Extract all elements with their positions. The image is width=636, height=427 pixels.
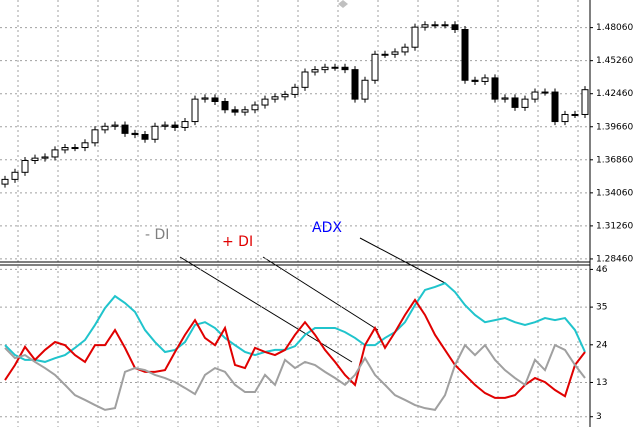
candle-body [121,124,129,134]
candle-body [351,69,359,100]
y-tick-label: 1.28460 [596,254,633,264]
candle-body [551,91,559,123]
candle-body [411,26,419,48]
y-tick-label: 3 [596,412,602,422]
series-label: - DI [145,227,169,243]
candle-body [101,125,109,131]
candle-body [421,24,429,28]
y-tick-label: 1.39660 [596,122,633,132]
y-tick-label: 1.42460 [596,89,633,99]
candle-body [531,91,539,100]
candle-body [111,124,119,127]
series-label: + DI [222,234,253,250]
shift-marker [338,0,348,8]
candle-body [471,79,479,82]
y-tick-label: 35 [596,303,607,313]
indicator-line [4,343,586,411]
candle-body [31,157,39,162]
candle-body [241,109,249,113]
candle-body [561,113,569,123]
candle-body [41,156,49,159]
candle-body [221,100,229,111]
y-tick-label: 1.31260 [596,221,633,231]
candle-body [341,66,349,71]
candle-body [511,97,519,108]
candle-body [461,29,469,81]
pointer-line [359,237,446,284]
candle-body [271,96,279,100]
candle-body [261,98,269,106]
candle-body [21,160,29,173]
candle-body [91,129,99,144]
y-tick-label: 1.36860 [596,155,633,165]
candle-body [401,46,409,53]
pointer-line [262,256,379,331]
candle-body [361,79,369,100]
candle-body [541,91,549,94]
candle-body [61,147,69,151]
candle-body [81,142,89,149]
candle-body [281,93,289,98]
candle-body [231,109,239,113]
indicator-line [4,298,586,399]
y-tick-label: 24 [596,340,608,350]
candle-body [161,124,169,127]
candle-body [211,97,219,102]
candle-body [51,149,59,158]
candle-body [191,98,199,123]
candle-body [201,97,209,100]
candle-body [441,24,449,27]
y-tick-label: 46 [596,265,608,275]
candle-body [311,69,319,73]
candle-body [431,24,439,27]
candle-body [371,53,379,81]
candle-body [491,77,499,100]
candle-body [181,121,189,128]
pointer-line [179,256,353,363]
candle-body [451,24,459,31]
candle-body [301,71,309,88]
series-label: ADX [312,220,342,236]
candle-body [521,98,529,108]
candle-body [131,132,139,136]
y-tick-label: 1.48060 [596,23,633,33]
candle-body [391,51,399,55]
candle-body [71,147,79,150]
candle-body [251,104,259,111]
candle-body [151,125,159,140]
candle-body [481,77,489,82]
candle-body [171,124,179,128]
candle-body [321,66,329,71]
candle-body [381,53,389,56]
candle-body [141,134,149,140]
candle-body [581,89,589,115]
indicator-line [4,281,586,363]
y-tick-label: 1.34060 [596,188,633,198]
candle-body [501,97,509,100]
candle-body [291,86,299,95]
candle-body [1,178,9,185]
candle-body [11,171,19,180]
y-tick-label: 1.45260 [596,56,633,66]
candle-body [331,66,339,69]
candle-body [571,113,579,116]
y-tick-label: 13 [596,378,607,388]
